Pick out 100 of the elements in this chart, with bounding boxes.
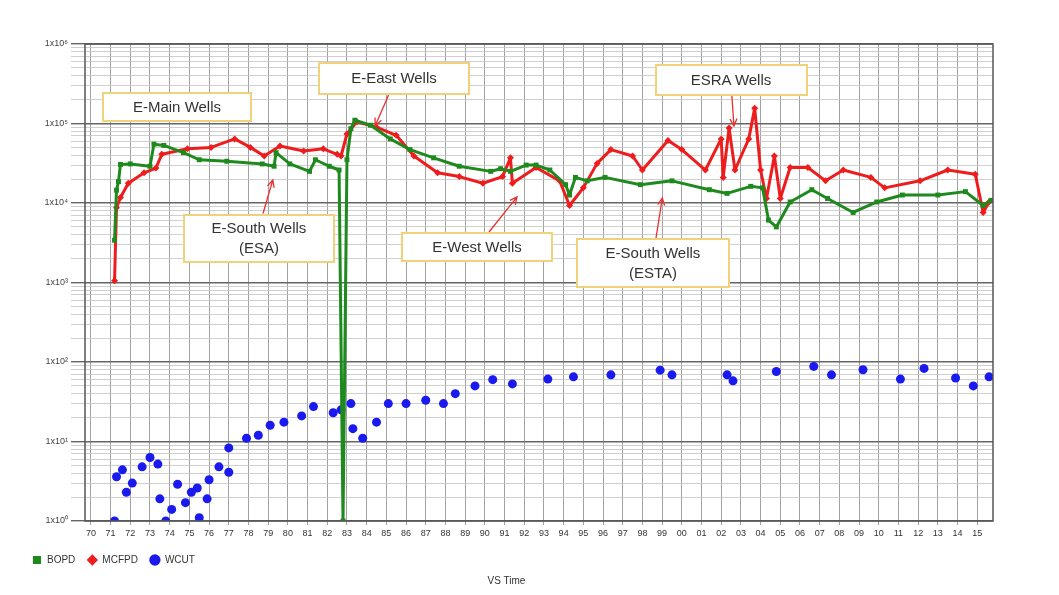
point [196, 157, 202, 163]
point [667, 370, 677, 380]
point [455, 173, 463, 181]
x-tick-label: 95 [578, 527, 589, 538]
point [140, 169, 148, 177]
point [192, 483, 202, 493]
point [725, 124, 733, 132]
point [563, 182, 569, 188]
x-tick-label: 92 [519, 527, 530, 538]
x-tick-label: 82 [322, 527, 333, 538]
point [771, 366, 781, 376]
point [895, 374, 905, 384]
point [572, 174, 578, 180]
x-tick-label: 72 [125, 527, 136, 538]
point [881, 184, 889, 192]
point [401, 399, 411, 409]
point [858, 365, 868, 375]
point [745, 135, 753, 143]
point [346, 399, 356, 409]
point [757, 166, 765, 174]
callout-box: E-Main Wells [102, 92, 252, 122]
callout-box: E-South Wells (ESA) [183, 213, 335, 263]
point [158, 150, 166, 158]
point [728, 376, 738, 386]
point [137, 462, 147, 472]
y-tick-label: 1x10⁶ [44, 38, 69, 49]
point [867, 173, 875, 181]
point [307, 168, 313, 174]
x-tick-label: 78 [243, 527, 254, 538]
point [276, 142, 284, 150]
point [664, 137, 672, 145]
x-tick-label: 77 [223, 527, 234, 538]
point [809, 361, 819, 371]
point [479, 179, 487, 187]
point [242, 433, 252, 443]
point [523, 162, 529, 168]
point [507, 168, 513, 174]
x-tick-label: 06 [794, 527, 805, 538]
point [822, 177, 830, 185]
point [326, 163, 332, 169]
point [224, 158, 230, 164]
point [826, 370, 836, 380]
point [297, 411, 307, 421]
x-tick-label: 73 [144, 527, 156, 538]
point [117, 162, 123, 167]
point [421, 395, 431, 405]
point [155, 494, 165, 504]
point [246, 143, 254, 151]
point [224, 467, 234, 477]
point [980, 203, 986, 208]
y-tick-label: 1x10² [45, 356, 68, 367]
x-tick-label: 15 [972, 527, 983, 538]
point [328, 408, 338, 418]
point [392, 131, 400, 139]
point [308, 402, 318, 412]
legend-label: BOPD [47, 553, 76, 565]
point [971, 170, 979, 178]
point [151, 141, 157, 147]
x-tick-label: 03 [735, 527, 746, 538]
point [344, 157, 350, 163]
point [271, 163, 277, 169]
point [678, 146, 686, 154]
x-tick-label: 70 [85, 527, 96, 538]
callout-box: E-West Wells [401, 232, 553, 262]
point [152, 164, 160, 172]
x-tick-label: 08 [834, 527, 845, 538]
x-tick-label: 05 [775, 527, 786, 538]
x-axis-title: VS Time [487, 574, 526, 586]
point [319, 145, 327, 153]
y-tick-label: 1x10³ [45, 276, 68, 287]
point [916, 177, 924, 185]
point [312, 157, 318, 163]
x-tick-label: 83 [341, 527, 352, 538]
x-tick-label: 04 [755, 527, 766, 538]
point [606, 370, 616, 380]
point [186, 487, 196, 497]
point [279, 417, 289, 427]
callout-box: E-South Wells (ESTA) [576, 238, 730, 288]
point [431, 155, 437, 161]
x-tick-label: 99 [657, 527, 668, 538]
x-tick-label: 10 [873, 527, 884, 538]
point [167, 504, 177, 514]
point [153, 459, 163, 469]
x-tick-label: 88 [440, 527, 451, 538]
x-tick-label: 12 [913, 527, 924, 538]
point [207, 143, 215, 151]
x-tick-label: 02 [716, 527, 727, 538]
point [724, 190, 730, 196]
point [410, 152, 418, 160]
point [579, 184, 587, 192]
point [173, 479, 183, 489]
x-tick-label: 96 [598, 527, 609, 538]
point [655, 365, 665, 375]
point [387, 136, 393, 142]
point [112, 472, 122, 482]
x-tick-label: 87 [420, 527, 431, 538]
point [253, 430, 263, 440]
x-tick-label: 14 [952, 527, 963, 538]
point [450, 389, 460, 399]
point [773, 224, 779, 230]
